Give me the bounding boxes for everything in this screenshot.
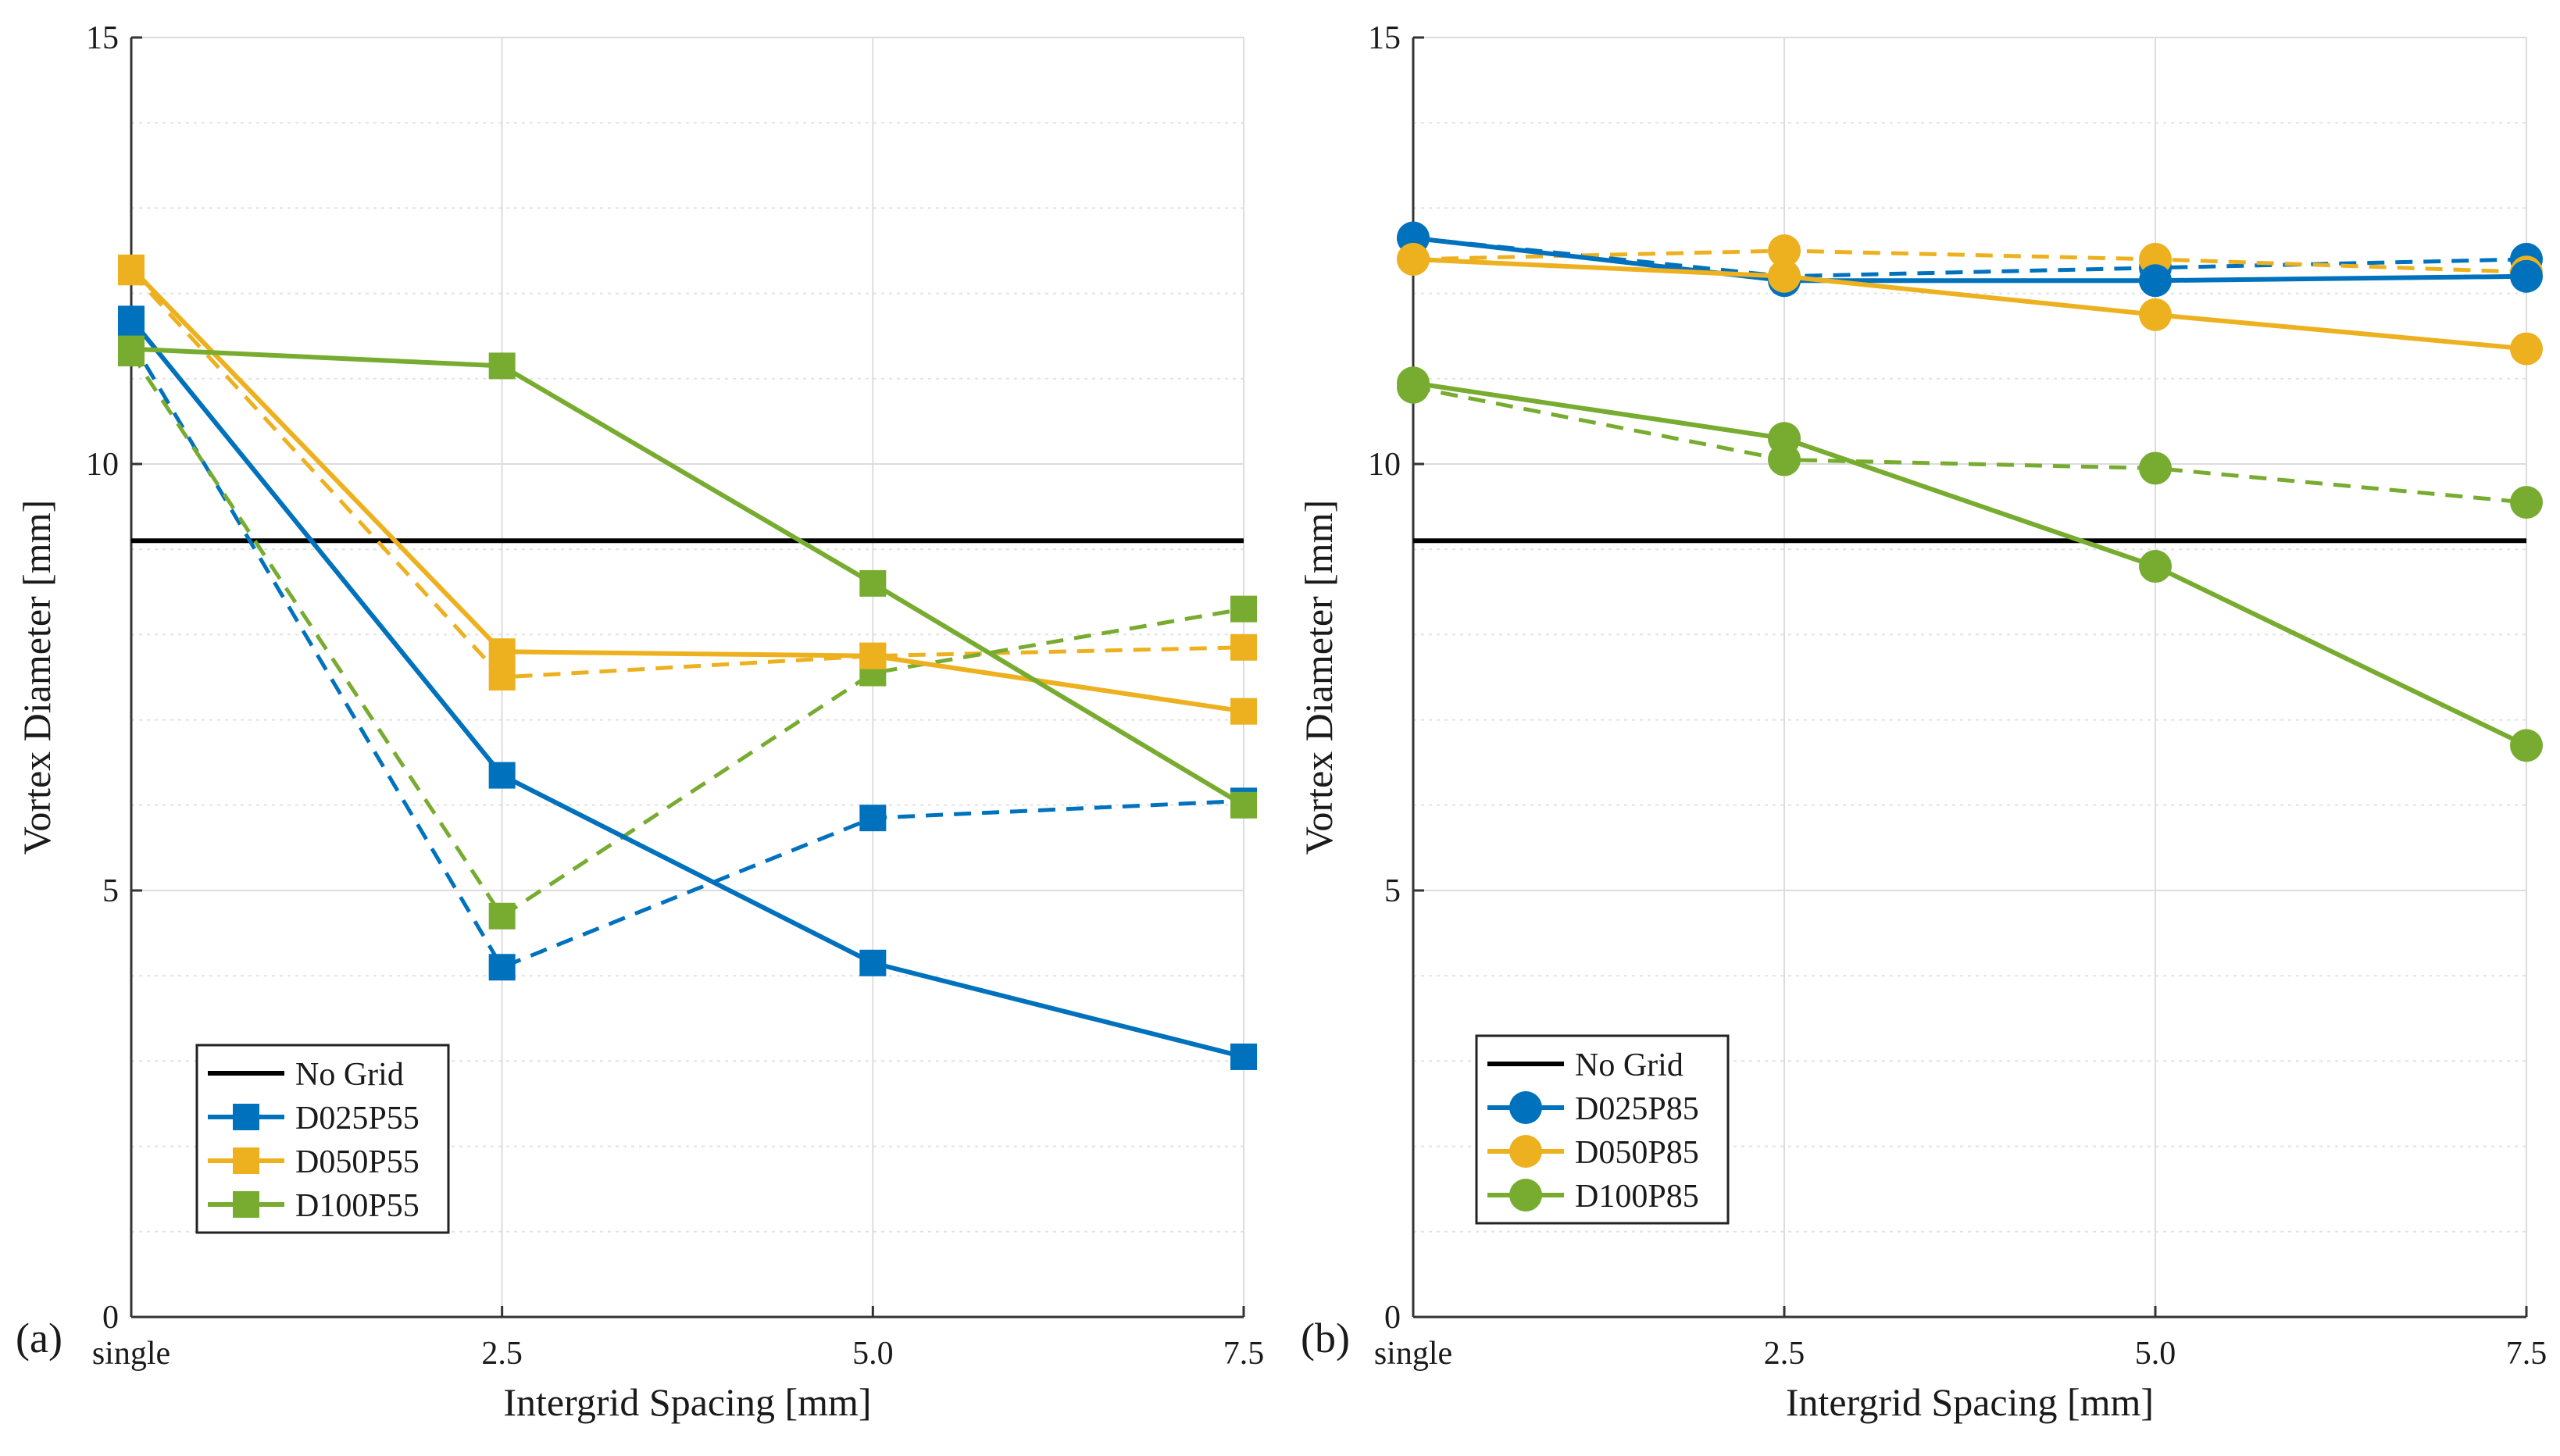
series-point-d100p55: [859, 569, 887, 597]
panel-a-y-axis-label: Vortex Diameter [mm]: [15, 500, 59, 855]
series-point-d100p85: [1397, 366, 1430, 400]
legend-entry-label: D100P85: [1575, 1179, 1699, 1215]
y-tick-label: 5: [102, 873, 119, 909]
y-tick-label: 15: [1368, 20, 1401, 56]
legend-marker: [233, 1104, 259, 1130]
y-tick-label: 10: [86, 447, 119, 483]
y-tick-label: 0: [1384, 1300, 1401, 1336]
series-point-d025p85: [2139, 264, 2172, 298]
series-point-d025p55: [118, 305, 145, 333]
series-point-d050p55: [488, 638, 516, 666]
legend-entry-label: D025P55: [295, 1101, 420, 1137]
dashed-series-point-d050: [488, 664, 516, 691]
series-point-d025p55: [1230, 1043, 1257, 1070]
legend-entry-label: No Grid: [1575, 1047, 1683, 1083]
series-point-d100p55: [488, 352, 516, 380]
series-point-d025p55: [859, 949, 887, 976]
series-line-d025p55: [129, 317, 1244, 1059]
series-point-d050p85: [2139, 298, 2172, 331]
x-tick-label: 2.5: [481, 1336, 523, 1372]
legend-marker: [233, 1147, 259, 1174]
panel-b: (b) Intergrid Spacing [mm] Vortex Diamet…: [1297, 20, 2547, 1424]
series-line-d100p55: [130, 346, 1245, 808]
legend-marker: [1509, 1135, 1542, 1168]
series-point-d050p85: [1768, 259, 1801, 293]
x-tick-label: single: [92, 1336, 170, 1372]
dashed-series-point-d100: [2139, 451, 2172, 485]
series-point-d100p85: [2510, 729, 2543, 762]
series-point-d100p85: [2139, 550, 2172, 583]
x-tick-label: 2.5: [1764, 1336, 1805, 1372]
y-tick-label: 10: [1368, 447, 1401, 483]
legend-marker: [233, 1191, 259, 1218]
panel-b-grid: [1413, 37, 2527, 1317]
series-line-d100p85: [1412, 380, 2528, 748]
y-tick-label: 15: [86, 20, 119, 56]
dashed-series-point-d025: [488, 954, 516, 981]
panel-a-label: (a): [16, 1315, 62, 1361]
panel-b-y-axis-label: Vortex Diameter [mm]: [1297, 500, 1341, 855]
legend-entry-label: D050P55: [295, 1144, 420, 1180]
legend-marker: [1509, 1091, 1542, 1124]
series-point-d050p55: [1230, 698, 1257, 725]
legend-entry-label: D100P55: [295, 1188, 420, 1224]
series-line-d025p85: [1412, 235, 2527, 284]
panel-a-x-axis-label: Intergrid Spacing [mm]: [503, 1380, 871, 1424]
x-tick-label: 7.5: [1223, 1336, 1265, 1372]
series-point-d025p55: [488, 762, 516, 789]
series-point-d100p55: [1230, 791, 1257, 819]
x-tick-label: 5.0: [852, 1336, 894, 1372]
panel-b-legend: No Grid D025P85 D050P85 D100P85: [1475, 1034, 1730, 1225]
panel-a: (a) Intergrid Spacing [mm] Vortex Diamet…: [15, 20, 1264, 1424]
legend-entry-label: D025P85: [1575, 1091, 1699, 1127]
legend-entry-label: No Grid: [295, 1057, 404, 1093]
dashed-series-point-d050: [1230, 633, 1257, 661]
series-point-d100p85: [1768, 422, 1801, 455]
legend-marker: [1509, 1179, 1542, 1212]
series-point-d050p85: [2510, 332, 2543, 366]
series-point-d050p55: [859, 642, 887, 669]
dashed-series-line-d100: [1412, 385, 2527, 505]
series-point-d050p55: [118, 254, 145, 281]
series-point-d025p85: [2510, 259, 2543, 293]
series-point-d100p55: [118, 335, 145, 362]
x-tick-label: 7.5: [2506, 1336, 2548, 1372]
panel-b-label: (b): [1301, 1315, 1350, 1361]
dashed-series-point-d100: [2510, 486, 2543, 519]
panel-b-x-axis-label: Intergrid Spacing [mm]: [1786, 1380, 2154, 1424]
panel-a-grid: [131, 37, 1244, 1317]
dashed-series-line-d050: [130, 270, 1244, 680]
x-tick-label: 5.0: [2135, 1336, 2176, 1372]
dashed-series-point-d025: [859, 805, 887, 832]
dashed-series-point-d100: [488, 902, 516, 930]
series-line-d050p55: [129, 266, 1244, 714]
dashed-series-line-d025: [1412, 236, 2527, 279]
dashed-series-line-d050: [1412, 248, 2527, 274]
series-line-d050p85: [1412, 256, 2527, 352]
y-tick-label: 5: [1384, 873, 1401, 909]
panel-a-legend: No Grid D025P55 D050P55 D100P55: [195, 1044, 450, 1234]
y-tick-label: 0: [102, 1300, 119, 1336]
dashed-series-line-d100: [129, 352, 1244, 919]
dashed-series-line-d025: [129, 339, 1244, 970]
dashed-series-point-d100: [1230, 595, 1257, 623]
dashed-series-point-d050: [1768, 234, 1801, 267]
series-point-d050p85: [1397, 242, 1430, 276]
x-tick-label: single: [1374, 1336, 1452, 1372]
legend-entry-label: D050P85: [1575, 1135, 1699, 1171]
